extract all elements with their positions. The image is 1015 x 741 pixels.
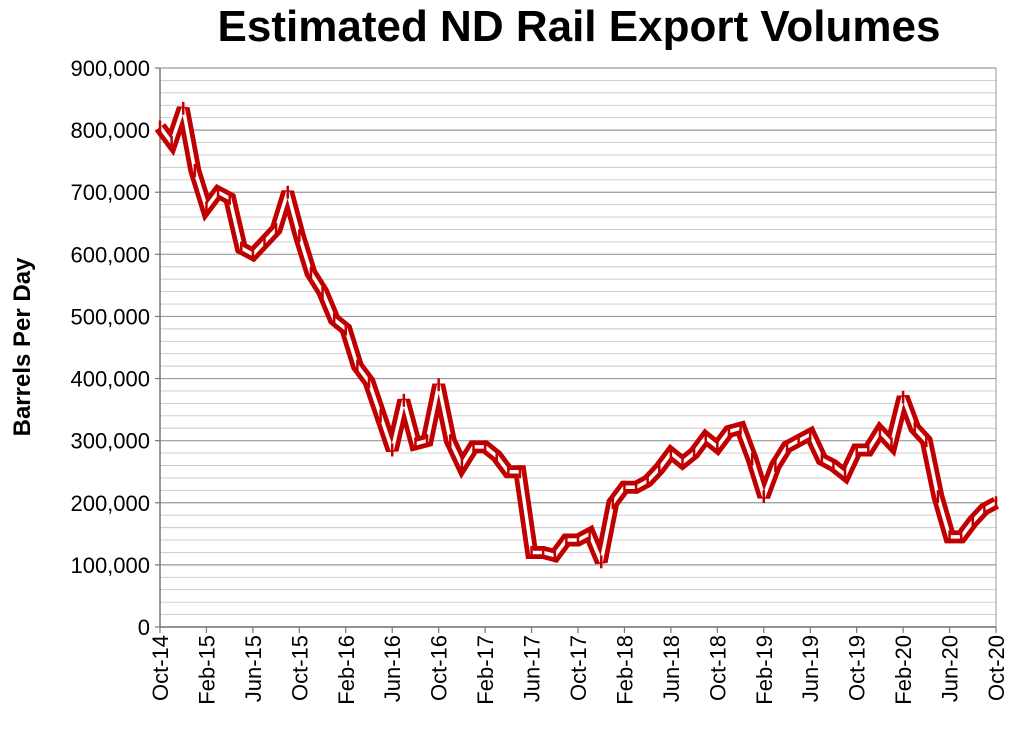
y-tick-label: 600,000	[70, 242, 150, 267]
x-tick-label: Oct-15	[287, 635, 312, 701]
y-tick-label: 400,000	[70, 367, 150, 392]
y-tick-label: 300,000	[70, 429, 150, 454]
y-tick-label: 200,000	[70, 491, 150, 516]
y-tick-labels: 0 100,000 200,000 300,000 400,000 500,000 600,…	[70, 56, 150, 640]
x-tick-label: Jun-19	[798, 635, 823, 702]
y-tick-label: 700,000	[70, 180, 150, 205]
x-tick-labels: Oct-14 Feb-15 Jun-15 Oct-15 Feb-16 Jun-16 Oct-…	[148, 635, 1009, 705]
x-tick-label: Feb-17	[473, 635, 498, 705]
x-tick-label: Oct-19	[845, 635, 870, 701]
gridlines	[160, 67, 997, 628]
x-tick-label: Jun-16	[380, 635, 405, 702]
x-tick-label: Jun-20	[938, 635, 963, 702]
x-tick-label: Jun-17	[520, 635, 545, 702]
x-tick-label: Feb-15	[194, 635, 219, 705]
y-tick-label: 500,000	[70, 304, 150, 329]
series-line-inner	[158, 107, 997, 563]
axes	[155, 67, 997, 633]
y-tick-label: 900,000	[70, 56, 150, 81]
x-tick-label: Feb-18	[612, 635, 637, 705]
y-tick-label: 800,000	[70, 118, 150, 143]
x-tick-label: Oct-18	[705, 635, 730, 701]
x-tick-label: Oct-20	[984, 635, 1009, 701]
x-tick-label: Oct-16	[427, 635, 452, 701]
series-line-outer	[154, 106, 1000, 565]
x-tick-label: Feb-20	[891, 635, 916, 705]
series	[154, 101, 1000, 569]
x-tick-label: Feb-19	[752, 635, 777, 705]
x-tick-label: Jun-15	[241, 635, 266, 702]
x-tick-label: Oct-17	[566, 635, 591, 701]
x-tick-label: Feb-16	[334, 635, 359, 705]
chart-title: Estimated ND Rail Export Volumes	[217, 2, 941, 51]
x-tick-label: Oct-14	[148, 635, 173, 701]
y-tick-label: 100,000	[70, 553, 150, 578]
x-tick-label: Jun-18	[659, 635, 684, 702]
y-tick-label: 0	[138, 615, 150, 640]
y-axis-label: Barrels Per Day	[9, 257, 36, 436]
